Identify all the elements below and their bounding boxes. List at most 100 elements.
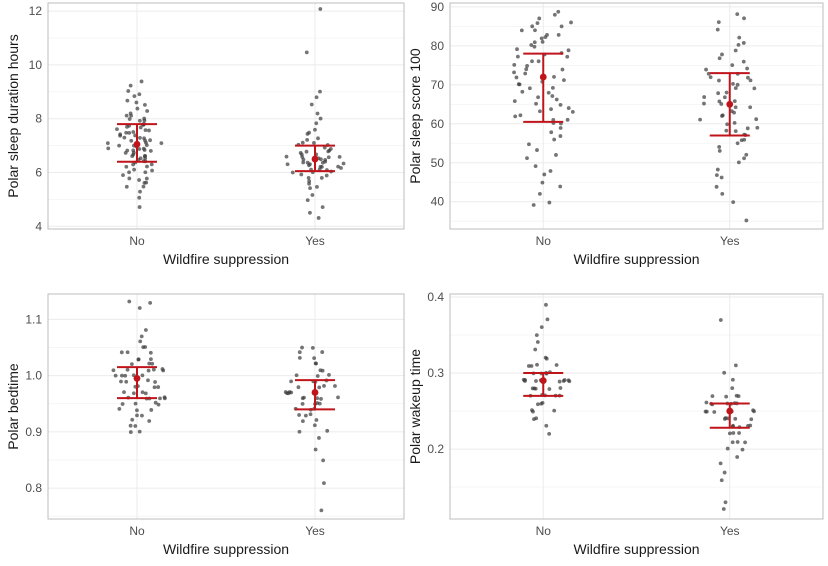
data-point xyxy=(744,152,749,157)
data-point xyxy=(113,373,118,378)
data-point xyxy=(733,363,738,368)
data-point xyxy=(748,105,753,110)
data-point xyxy=(161,368,166,373)
data-point xyxy=(743,440,747,445)
data-point xyxy=(733,129,738,134)
data-point xyxy=(324,173,329,178)
data-point xyxy=(512,62,517,67)
data-point xyxy=(746,75,750,80)
data-point xyxy=(150,168,154,173)
data-point xyxy=(319,508,324,513)
data-point xyxy=(524,67,529,72)
data-point xyxy=(132,167,136,172)
y-tick-label: 80 xyxy=(431,39,445,53)
data-point xyxy=(730,440,735,445)
plot-frame xyxy=(47,2,405,230)
data-point xyxy=(141,146,146,151)
data-point xyxy=(557,379,562,384)
data-point xyxy=(318,89,322,94)
data-point xyxy=(317,385,322,390)
data-point xyxy=(730,386,735,391)
data-point xyxy=(744,218,749,223)
mean-point xyxy=(311,389,319,396)
data-point xyxy=(117,143,121,148)
data-point xyxy=(306,176,311,180)
data-point xyxy=(535,340,540,344)
data-point xyxy=(105,141,110,146)
data-point xyxy=(515,54,520,59)
data-point xyxy=(300,396,305,401)
data-point xyxy=(127,176,132,181)
mean-point xyxy=(539,73,547,81)
data-point xyxy=(732,120,737,125)
data-point xyxy=(125,124,129,129)
plot-frame xyxy=(449,2,824,230)
data-point xyxy=(137,195,142,200)
data-point xyxy=(547,431,552,436)
data-point xyxy=(545,33,549,37)
data-point xyxy=(148,149,153,153)
data-point xyxy=(317,401,322,406)
data-point xyxy=(150,361,155,366)
data-point xyxy=(530,408,534,413)
data-point xyxy=(733,416,738,421)
data-point xyxy=(333,384,337,388)
data-point xyxy=(704,67,708,72)
data-point xyxy=(137,92,142,97)
data-point xyxy=(315,396,320,401)
data-point xyxy=(558,184,563,189)
data-point xyxy=(134,100,139,105)
data-point xyxy=(312,356,317,361)
data-point xyxy=(517,82,522,87)
data-point xyxy=(742,16,746,21)
data-point xyxy=(284,154,289,159)
mean-point xyxy=(133,140,141,148)
x-axis-title: Wildfire suppression xyxy=(573,541,699,557)
y-tick-label: 6 xyxy=(35,166,42,180)
data-point xyxy=(719,102,724,106)
data-point xyxy=(315,374,320,378)
data-point xyxy=(143,170,148,175)
data-point xyxy=(308,186,312,191)
data-point xyxy=(547,200,552,205)
data-point xyxy=(702,101,706,106)
data-point xyxy=(137,205,142,209)
data-point xyxy=(143,128,148,133)
data-point xyxy=(529,43,534,47)
data-point xyxy=(519,28,524,33)
data-point xyxy=(530,386,535,391)
data-point xyxy=(723,500,728,505)
data-point xyxy=(124,184,129,189)
data-point xyxy=(312,140,316,145)
data-point xyxy=(316,216,321,220)
data-point xyxy=(314,418,319,422)
data-point xyxy=(305,137,310,142)
data-point xyxy=(736,43,741,47)
data-point xyxy=(138,156,143,161)
data-point xyxy=(752,86,757,91)
data-point xyxy=(534,101,538,106)
data-point xyxy=(127,117,132,121)
data-point xyxy=(518,113,523,118)
data-point xyxy=(123,373,128,378)
data-point xyxy=(125,98,130,103)
data-point xyxy=(136,357,141,362)
data-point xyxy=(315,111,320,116)
data-point xyxy=(731,200,736,205)
data-point xyxy=(720,114,724,118)
data-point xyxy=(128,423,133,428)
data-point xyxy=(141,345,146,350)
data-point xyxy=(533,28,537,33)
data-point xyxy=(717,145,722,149)
data-point xyxy=(341,161,346,166)
data-point xyxy=(297,413,301,417)
data-point xyxy=(512,70,516,75)
data-point xyxy=(558,386,563,390)
x-tick-label: No xyxy=(129,234,145,248)
data-point xyxy=(536,402,540,407)
data-point xyxy=(140,390,145,395)
data-point xyxy=(554,363,559,367)
y-tick-label: 50 xyxy=(431,156,445,170)
data-point xyxy=(523,71,528,76)
data-point xyxy=(297,350,302,355)
